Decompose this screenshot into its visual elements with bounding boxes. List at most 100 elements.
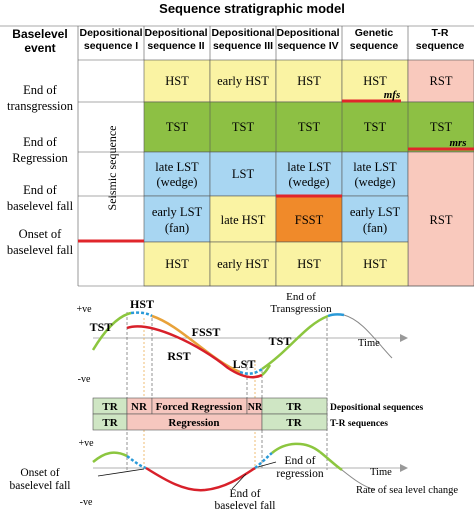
cell-late-lst-ds2 xyxy=(143,151,211,197)
row-header-baselevel: Baselevel xyxy=(12,27,67,41)
cell-late-hst-ds3 xyxy=(209,195,277,243)
label-end-regression-b: regression xyxy=(276,468,324,480)
col-header-ds2-a: Depositional xyxy=(144,27,207,39)
cell-early-lst-ds2 xyxy=(143,195,211,243)
table-body xyxy=(0,25,474,287)
curve-label-lst: LST xyxy=(233,357,256,371)
onset-fall-pointer xyxy=(97,468,145,477)
curve-label-tst-left: TST xyxy=(90,320,113,334)
curve-label-rst: RST xyxy=(167,349,190,363)
event-labels: End of transgression End of Regression E… xyxy=(7,83,74,257)
curve-label-end-transgression-a: End of xyxy=(286,291,316,303)
label-early-lst-genetic-b: (fan) xyxy=(363,221,387,235)
label-tst-ds3: TST xyxy=(232,120,255,134)
col-header-genetic-a: Genetic xyxy=(355,27,394,39)
label-late-lst-ds2-b: (wedge) xyxy=(157,175,198,189)
bottom-minus-ve: -ve xyxy=(80,497,93,508)
cell-tst-band xyxy=(143,101,474,153)
label-late-lst-ds4-a: late LST xyxy=(287,160,331,174)
col-header-genetic-b: sequence xyxy=(350,40,399,52)
end-regression-pointer xyxy=(257,461,277,468)
cell-hst-ds4 xyxy=(275,59,343,103)
col-header-ds4-b: sequence IV xyxy=(277,40,338,52)
bar-ds-forced-label: Forced Regression xyxy=(156,401,243,413)
row-header-event: event xyxy=(24,41,55,55)
curve-label-fsst: FSST xyxy=(192,325,221,339)
bar-ds-tr-right-label: TR xyxy=(286,401,302,413)
col-header-ds3-b: sequence III xyxy=(213,40,273,52)
col-header-tr-b: sequence xyxy=(416,40,465,52)
label-early-hst-ds3-bottom: early HST xyxy=(217,257,269,271)
cell-hst-ds2-bottom xyxy=(143,241,211,287)
event-end-fall-a: End of xyxy=(23,183,58,197)
label-late-lst-genetic-b: (wedge) xyxy=(355,175,396,189)
bar-ds-nr-right-label: NR xyxy=(248,402,263,413)
end-fall-pointer xyxy=(231,473,247,490)
label-late-lst-ds2-a: late LST xyxy=(155,160,199,174)
top-time-arrow xyxy=(400,334,408,342)
event-end-transgression-a: End of xyxy=(23,83,58,97)
col-header-tr-a: T-R xyxy=(432,27,449,39)
cell-early-hst-ds3-bottom xyxy=(209,241,277,287)
label-hst-ds2-bottom: HST xyxy=(165,257,189,271)
bar-tr-right-label: TR xyxy=(286,417,302,429)
label-rst-tr-top: RST xyxy=(430,74,453,88)
curve-label-tst-right: TST xyxy=(269,334,292,348)
label-hst-ds4-bottom: HST xyxy=(297,257,321,271)
rate-curve-diagram: +ve -ve Onset of baselevel fall End of r… xyxy=(10,438,459,511)
label-onset-fall-b: baselevel fall xyxy=(10,480,71,492)
event-end-regression-b: Regression xyxy=(12,151,68,165)
label-tst-ds2: TST xyxy=(166,120,189,134)
bottom-time-arrow xyxy=(400,464,408,472)
cell-hst-ds3 xyxy=(209,59,277,103)
label-rst-tr-bottom: RST xyxy=(430,213,453,227)
rate-curve xyxy=(92,451,128,463)
bar-tr-right xyxy=(261,413,328,431)
cell-hst-genetic-bottom xyxy=(341,241,409,287)
cell-hst-ds4-bottom xyxy=(275,241,343,287)
label-end-fall-a: End of xyxy=(230,488,261,500)
label-tst-tr: TST xyxy=(430,120,453,134)
table-header: Baselevel event Depositional sequence I … xyxy=(12,27,464,55)
col-header-ds2-b: sequence II xyxy=(147,40,204,52)
label-hst-genetic-bottom: HST xyxy=(363,257,387,271)
sequence-bars: TR NR Forced Regression NR TR Deposition… xyxy=(92,397,423,431)
event-end-transgression-b: transgression xyxy=(7,99,74,113)
event-end-fall-b: baselevel fall xyxy=(7,199,74,213)
label-fsst-ds4: FSST xyxy=(295,213,324,227)
cell-late-lst-genetic xyxy=(341,151,409,197)
top-minus-ve: -ve xyxy=(78,374,91,385)
label-early-hst-ds3: early HST xyxy=(217,74,269,88)
curve-label-time-top: Time xyxy=(358,338,380,349)
label-rate-sea-level: Rate of sea level change xyxy=(356,485,458,496)
seismic-sequence-label: Seismic sequence xyxy=(105,126,119,211)
label-end-regression-a: End of xyxy=(285,455,316,467)
label-mrs: mrs xyxy=(449,137,466,149)
label-late-lst-ds4-b: (wedge) xyxy=(289,175,330,189)
bar-ds-nr-left-label: NR xyxy=(131,401,148,413)
event-onset-fall-a: Onset of xyxy=(19,227,63,241)
cell-rst-tr-top xyxy=(407,59,474,103)
col-header-ds4-a: Depositional xyxy=(276,27,339,39)
cell-hst-ds2 xyxy=(143,59,211,103)
col-header-ds3-a: Depositional xyxy=(211,27,274,39)
sea-level-curve-diagram: +ve -ve HST TST FSST RST LST TST En xyxy=(76,291,408,470)
event-end-regression-a: End of xyxy=(23,135,58,149)
label-late-lst-genetic-a: late LST xyxy=(353,160,397,174)
col-header-ds1-a: Depositional xyxy=(79,27,142,39)
cell-labels: HST early HST HST HST RST mfs TST TST TS… xyxy=(152,74,467,271)
label-early-lst-genetic-a: early LST xyxy=(350,205,401,219)
bar-ds-caption: Depositional sequences xyxy=(330,403,423,413)
regression-curve xyxy=(126,325,263,379)
cell-hst-genetic xyxy=(341,59,409,103)
label-mfs: mfs xyxy=(384,89,401,101)
label-hst-genetic: HST xyxy=(363,74,387,88)
label-tst-genetic: TST xyxy=(364,120,387,134)
label-end-fall-b: baselevel fall xyxy=(215,500,276,511)
bar-tr-left-label: TR xyxy=(102,417,118,429)
label-time-bottom: Time xyxy=(370,467,392,478)
label-onset-fall-a: Onset of xyxy=(20,467,59,479)
label-hst-ds4: HST xyxy=(297,74,321,88)
label-early-lst-ds2-a: early LST xyxy=(152,205,203,219)
col-header-ds1-b: sequence I xyxy=(84,40,138,52)
